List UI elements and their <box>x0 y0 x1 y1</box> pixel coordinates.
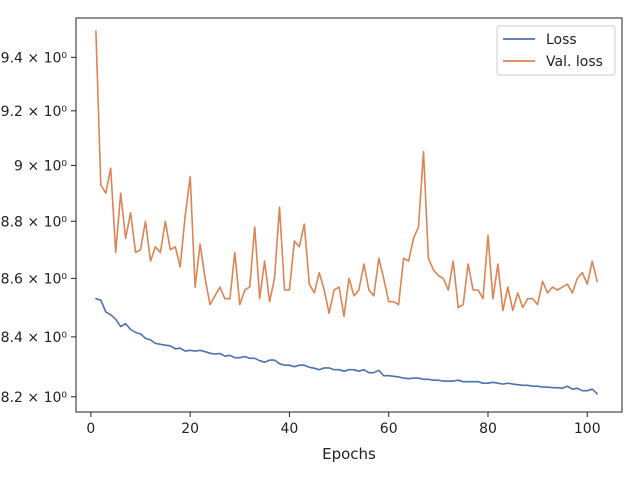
y-tick-label: 8.8 × 10⁰ <box>1 214 68 230</box>
x-axis-title: Epochs <box>322 445 376 463</box>
series-line-loss <box>95 297 599 395</box>
x-tick-label: 100 <box>574 421 601 437</box>
series-line-val-loss <box>95 30 599 318</box>
y-tick-label: 9.2 × 10⁰ <box>1 104 68 120</box>
y-tick-label: 9 × 10⁰ <box>14 158 67 174</box>
legend: Loss Val. loss <box>496 25 616 76</box>
x-tick-label: 60 <box>380 421 398 437</box>
x-axis-ticks: 0 20 40 60 80 100 <box>86 412 601 437</box>
y-tick-label: 8.2 × 10⁰ <box>1 390 68 406</box>
y-tick-label: 8.4 × 10⁰ <box>1 330 68 346</box>
plot-area <box>75 17 623 413</box>
x-tick-label: 20 <box>181 421 199 437</box>
y-tick-label: 9.4 × 10⁰ <box>1 50 68 66</box>
legend-label: Val. loss <box>546 54 603 70</box>
legend-label: Loss <box>546 32 577 48</box>
x-tick-label: 40 <box>281 421 299 437</box>
y-axis-ticks: 8.2 × 10⁰ 8.4 × 10⁰ 8.6 × 10⁰ 8.8 × 10⁰ 9 × … <box>1 50 76 406</box>
x-tick-label: 80 <box>479 421 497 437</box>
x-tick-label: 0 <box>86 421 95 437</box>
y-tick-label: 8.6 × 10⁰ <box>1 271 68 287</box>
series-lines <box>95 30 599 395</box>
